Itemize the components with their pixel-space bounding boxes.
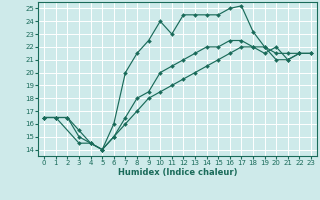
X-axis label: Humidex (Indice chaleur): Humidex (Indice chaleur): [118, 168, 237, 177]
